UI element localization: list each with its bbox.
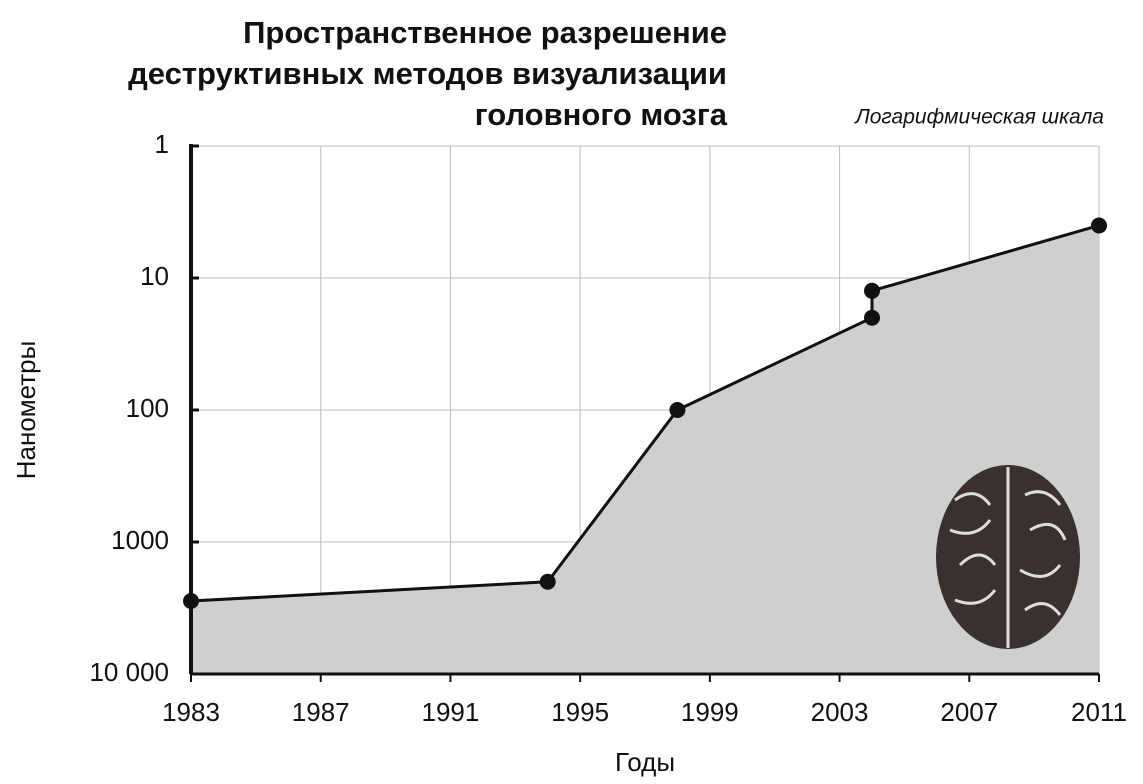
x-tick-label: 2007 [940, 697, 998, 727]
x-tick-label: 1987 [292, 697, 350, 727]
x-tick-label: 2011 [1071, 697, 1127, 727]
point [1091, 217, 1107, 234]
y-tick-label: 100 [126, 393, 169, 423]
point [669, 402, 686, 418]
x-tick-label: 2003 [811, 697, 869, 727]
point [864, 309, 880, 326]
y-tick-label: 1 [155, 129, 169, 159]
brain-icon [936, 465, 1080, 649]
point [539, 573, 556, 590]
chart-title: Пространственное разрешение [243, 15, 727, 50]
line [190, 224, 1100, 603]
y-axis-label: Нанометры [11, 341, 41, 480]
chart-title: деструктивных методов визуализации [128, 56, 727, 91]
plot-area: 1 10 100 1000 10 000 1983 1987 1991 1995 1999 2003… [89, 129, 1126, 727]
area [191, 225, 1099, 674]
x-tick-label: 1983 [162, 697, 220, 727]
y-tick-label: 1000 [111, 525, 169, 555]
point [864, 282, 880, 299]
y-tick-label: 10 000 [89, 657, 169, 687]
x-axis-label: Годы [615, 747, 675, 777]
y-tick-label: 10 [140, 261, 169, 291]
x-tick-label: 1995 [551, 697, 609, 727]
chart-subtitle: Логарифмическая шкала [853, 106, 1104, 129]
x-tick-label: 1999 [681, 697, 739, 727]
x-tick-label: 1991 [422, 697, 480, 727]
chart-title: головного мозга [475, 97, 728, 132]
